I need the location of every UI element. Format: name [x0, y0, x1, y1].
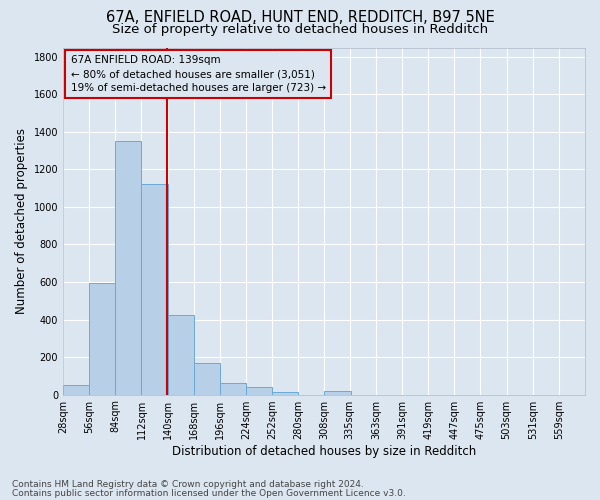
Text: Size of property relative to detached houses in Redditch: Size of property relative to detached ho…	[112, 22, 488, 36]
Text: 67A ENFIELD ROAD: 139sqm
← 80% of detached houses are smaller (3,051)
19% of sem: 67A ENFIELD ROAD: 139sqm ← 80% of detach…	[71, 55, 326, 93]
Bar	[142, 184, 167, 394]
Text: 67A, ENFIELD ROAD, HUNT END, REDDITCH, B97 5NE: 67A, ENFIELD ROAD, HUNT END, REDDITCH, B…	[106, 10, 494, 25]
Text: Contains HM Land Registry data © Crown copyright and database right 2024.: Contains HM Land Registry data © Crown c…	[12, 480, 364, 489]
Bar	[325, 391, 350, 394]
Bar	[272, 392, 298, 394]
Bar	[220, 384, 246, 394]
Bar	[167, 315, 194, 394]
Bar	[63, 385, 89, 394]
Y-axis label: Number of detached properties: Number of detached properties	[15, 128, 28, 314]
X-axis label: Distribution of detached houses by size in Redditch: Distribution of detached houses by size …	[172, 444, 476, 458]
Bar	[115, 142, 142, 394]
Bar	[194, 362, 220, 394]
Bar	[246, 387, 272, 394]
Text: Contains public sector information licensed under the Open Government Licence v3: Contains public sector information licen…	[12, 489, 406, 498]
Bar	[89, 283, 115, 395]
